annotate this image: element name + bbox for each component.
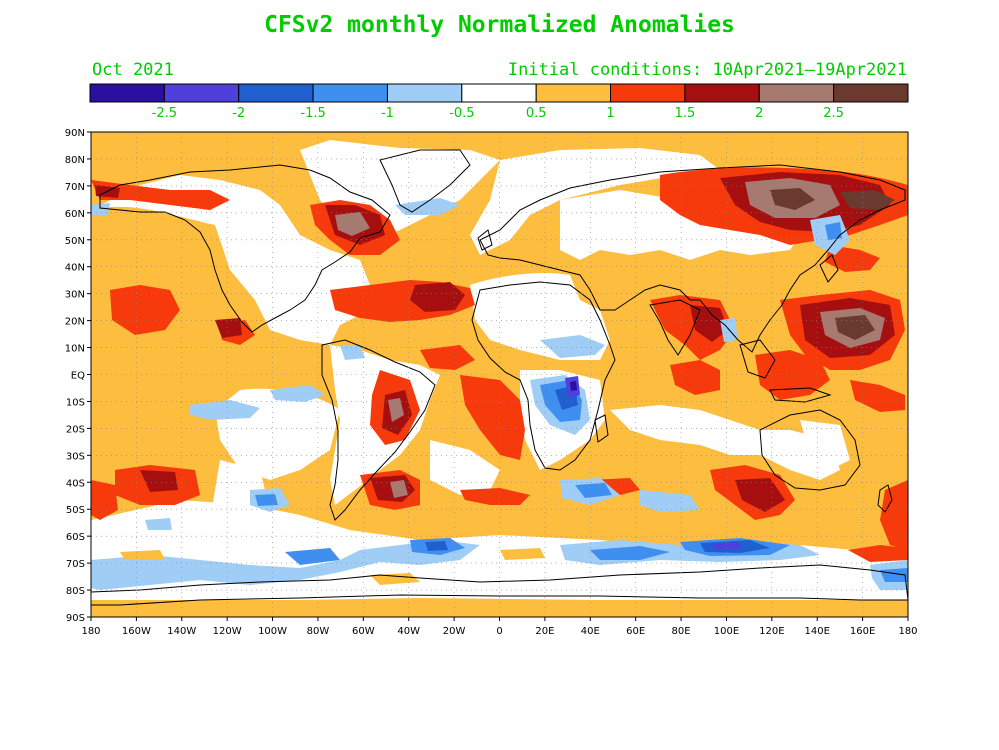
colorbar-label: -1.5 [300,106,325,121]
initial-conditions: Initial conditions: 10Apr2021–19Apr2021 [507,60,907,80]
lat-label: 20S [66,424,85,435]
lon-label: 40E [581,626,600,637]
lon-label: 160E [850,626,875,637]
colorbar-label: -2 [232,106,245,121]
lon-label: 180 [81,626,100,637]
colorbar-label: -2.5 [152,106,177,121]
chart-title: CFSv2 monthly Normalized Anomalies [264,12,735,38]
colorbar-label: 1 [606,106,614,121]
lat-label: 10S [66,397,85,408]
lat-label: 70S [66,559,85,570]
colorbar-segment [833,83,909,103]
coastlines [91,149,908,606]
lon-label: 120W [213,626,242,637]
lon-label: 60E [626,626,645,637]
lat-label: 50S [66,505,85,516]
lat-label: 10N [65,344,85,355]
lat-label: 30N [65,290,85,301]
lat-label: 70N [65,182,85,193]
lat-label: 30S [66,451,85,462]
colorbar-label: 2 [755,106,763,121]
longitude-labels: 180 160W 140W 120W 100W 80W 60W 40W 20W 0 20E 40E 60… [81,626,917,637]
colorbar-label: -0.5 [449,106,474,121]
lon-label: 80E [672,626,691,637]
lat-label: 60N [65,209,85,220]
lon-label: 140E [805,626,830,637]
colorbar-label: 1.5 [675,106,696,121]
lon-label: 20W [443,626,466,637]
lon-label: 100E [714,626,739,637]
lat-label: 60S [66,532,85,543]
lat-label: 90S [66,613,85,624]
lat-label: 90N [65,128,85,139]
colorbar-label: 2.5 [823,106,844,121]
colorbar-label: -1 [381,106,394,121]
colorbar-label: 0.5 [526,106,547,121]
anomaly-fields [91,140,908,612]
lon-label: 120E [759,626,784,637]
lat-label: EQ [71,371,85,382]
map-frame [90,131,909,618]
latitude-labels: 90N 80N 70N 60N 50N 40N 30N 20N 10N EQ 10S 20S 30S 40… [65,128,85,624]
lon-label: 180 [898,626,917,637]
lon-label: 160W [122,626,151,637]
forecast-month: Oct 2021 [92,60,174,80]
lon-label: 0 [496,626,502,637]
map-gridlines [87,131,909,621]
lon-label: 140W [167,626,196,637]
lat-label: 80S [66,586,85,597]
lon-label: 60W [352,626,375,637]
lon-label: 80W [307,626,330,637]
lat-label: 80N [65,155,85,166]
lat-label: 40N [65,263,85,274]
lat-label: 40S [66,478,85,489]
lon-label: 20E [535,626,554,637]
lon-label: 40W [397,626,420,637]
colorbar-legend: -2.5 -2 -1.5 -1 -0.5 0.5 1 1.5 2 2.5 [89,83,909,121]
lon-label: 100W [258,626,287,637]
lat-label: 50N [65,236,85,247]
lat-label: 20N [65,317,85,328]
